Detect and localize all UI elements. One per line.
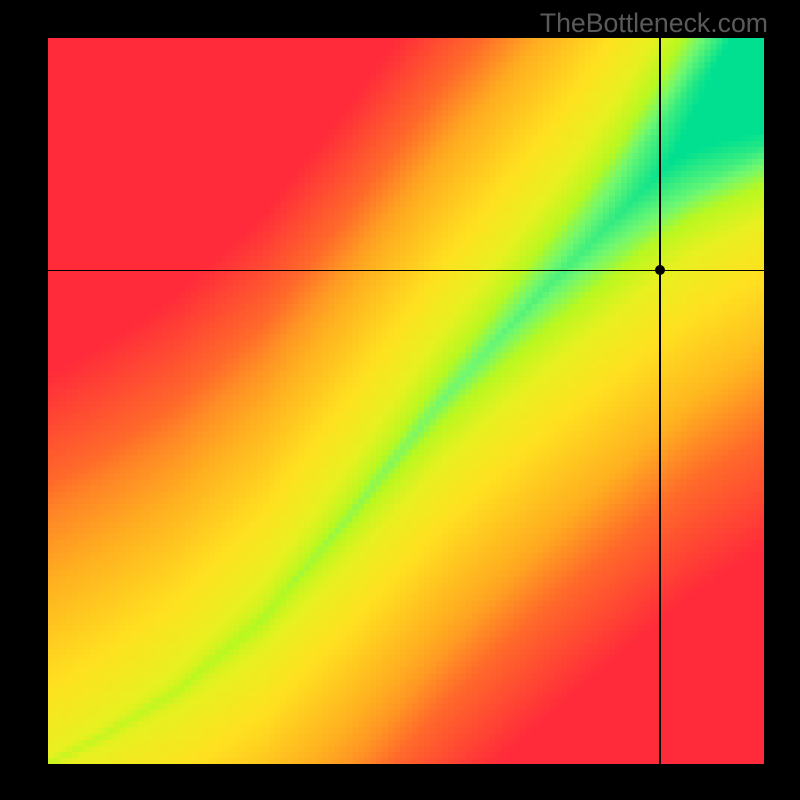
watermark-text: TheBottleneck.com [540, 8, 768, 39]
bottleneck-heatmap [48, 38, 764, 764]
crosshair-vertical-line [659, 38, 661, 764]
stage: TheBottleneck.com [0, 0, 800, 800]
crosshair-marker-dot[interactable] [655, 265, 665, 275]
